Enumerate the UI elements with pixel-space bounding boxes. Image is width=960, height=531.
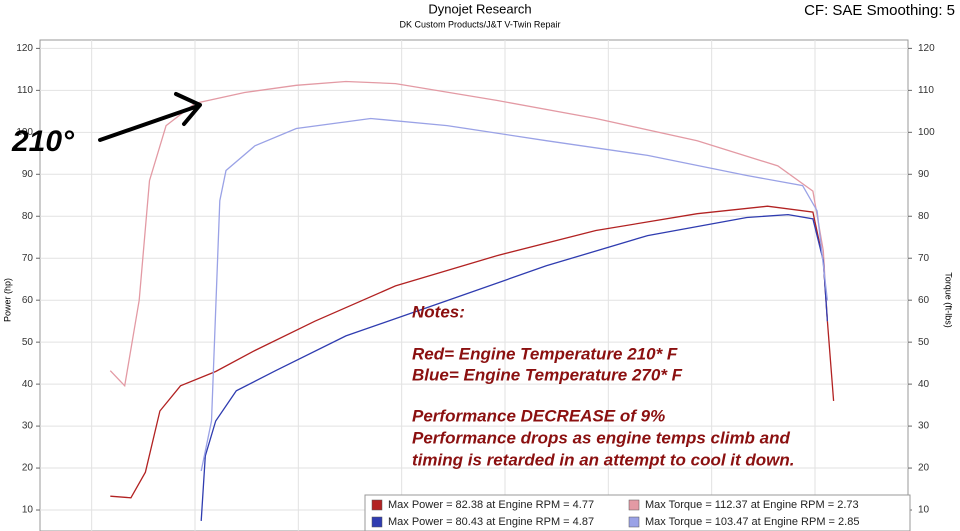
y-tick-label: 110 bbox=[17, 85, 33, 96]
y-tick-label: 30 bbox=[22, 421, 34, 432]
series-line bbox=[110, 205, 835, 499]
y2-tick-label: 50 bbox=[918, 337, 930, 348]
y2-tick-label: 120 bbox=[918, 43, 935, 54]
y2-tick-label: 80 bbox=[918, 211, 930, 222]
y2-axis-label: Torque (ft-lbs) bbox=[944, 272, 954, 328]
series-line bbox=[200, 213, 829, 521]
y-tick-label: 100 bbox=[16, 127, 33, 138]
y-tick-label: 20 bbox=[22, 463, 34, 474]
y2-tick-label: 100 bbox=[918, 127, 935, 138]
y2-tick-label: 70 bbox=[918, 253, 930, 264]
note-line: Blue= Engine Temperature 270* F bbox=[412, 365, 683, 384]
y2-tick-label: 20 bbox=[918, 463, 930, 474]
note-line: Performance DECREASE of 9% bbox=[412, 406, 665, 425]
note-line: Red= Engine Temperature 210* F bbox=[412, 344, 678, 363]
legend-label: Max Torque = 103.47 at Engine RPM = 2.85 bbox=[645, 516, 859, 528]
notes: Notes: Red= Engine Temperature 210* F Blue… bbox=[412, 302, 795, 469]
lines bbox=[109, 80, 835, 521]
chart-title: Dynojet Research bbox=[428, 1, 531, 16]
header-right: CF: SAE Smoothing: 5 bbox=[804, 2, 955, 19]
y2-tick-label: 10 bbox=[918, 505, 930, 516]
legend-label: Max Power = 82.38 at Engine RPM = 4.77 bbox=[388, 499, 594, 511]
y-axis-label: Power (hp) bbox=[2, 278, 12, 322]
y-tick-label: 60 bbox=[22, 295, 34, 306]
y-tick-label: 90 bbox=[22, 169, 34, 180]
y-tick-label: 40 bbox=[22, 379, 34, 390]
y2-tick-label: 110 bbox=[918, 85, 934, 96]
series-line bbox=[200, 117, 829, 472]
legend-swatch bbox=[628, 516, 640, 528]
y2-tick-label: 40 bbox=[918, 379, 930, 390]
series-line bbox=[109, 80, 829, 388]
legend-label: Max Power = 80.43 at Engine RPM = 4.87 bbox=[388, 516, 594, 528]
annotation: 210° bbox=[11, 125, 75, 158]
legend: Max Power = 82.38 at Engine RPM = 4.77 Ma… bbox=[371, 499, 859, 528]
legend-label: Max Torque = 112.37 at Engine RPM = 2.73 bbox=[645, 499, 859, 511]
annotation-arrow bbox=[98, 92, 202, 142]
legend-swatch bbox=[371, 499, 383, 511]
chart-subtitle: DK Custom Products/J&T V-Twin Repair bbox=[400, 19, 561, 29]
note-line: timing is retarded in an attempt to cool… bbox=[412, 450, 795, 469]
legend-swatch bbox=[371, 516, 383, 528]
legend-swatch bbox=[628, 499, 640, 511]
note-line: Performance drops as engine temps climb … bbox=[412, 428, 791, 447]
y-tick-label: 50 bbox=[22, 337, 34, 348]
y-tick-label: 10 bbox=[22, 505, 34, 516]
y2-tick-label: 30 bbox=[918, 421, 930, 432]
y-tick-label: 120 bbox=[16, 43, 33, 54]
note-line: Notes: bbox=[412, 302, 465, 321]
y-tick-label: 80 bbox=[22, 211, 34, 222]
y2-tick-label: 90 bbox=[918, 169, 930, 180]
y2-tick-label: 60 bbox=[918, 295, 930, 306]
y-tick-label: 70 bbox=[22, 253, 34, 264]
